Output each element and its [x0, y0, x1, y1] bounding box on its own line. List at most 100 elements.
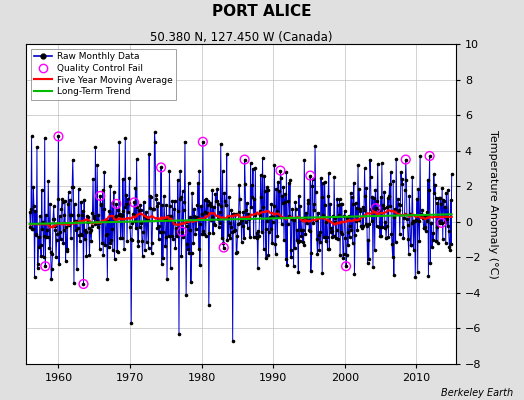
Point: [64, 188, 73, 195]
Point: [80, 197, 88, 204]
Point: [169, 236, 177, 242]
Point: [103, 276, 112, 282]
Point: [281, 256, 290, 262]
Point: [287, 254, 296, 260]
Point: [190, 206, 198, 213]
Point: [280, 199, 289, 206]
Point: [421, 224, 430, 231]
Point: [224, 232, 233, 238]
Point: [434, 195, 443, 201]
Point: [31, 208, 39, 214]
Point: [293, 226, 301, 233]
Point: [133, 156, 141, 162]
Point: [92, 220, 100, 226]
Point: [108, 200, 116, 206]
Point: [306, 172, 314, 179]
Point: [63, 248, 72, 254]
Point: [266, 215, 274, 222]
Point: [204, 202, 212, 208]
Point: [272, 186, 280, 192]
Point: [174, 208, 182, 214]
Point: [42, 234, 51, 241]
Point: [209, 230, 217, 237]
Point: [372, 205, 380, 212]
Point: [315, 229, 324, 236]
Point: [398, 176, 407, 182]
Point: [56, 229, 64, 235]
Point: [193, 214, 201, 221]
Point: [423, 177, 432, 183]
Point: [216, 140, 225, 147]
Point: [434, 240, 442, 246]
Point: [380, 189, 388, 195]
Point: [318, 270, 326, 276]
Point: [132, 224, 140, 231]
Point: [435, 220, 444, 226]
Point: [90, 213, 99, 220]
Point: [330, 174, 339, 180]
Point: [180, 207, 188, 213]
Point: [285, 180, 293, 186]
Point: [390, 214, 399, 220]
Point: [379, 205, 388, 211]
Point: [178, 228, 186, 235]
Point: [28, 226, 36, 232]
Point: [206, 202, 215, 209]
Point: [357, 223, 365, 229]
Point: [96, 193, 104, 199]
Point: [254, 265, 262, 271]
Point: [345, 233, 354, 240]
Point: [416, 238, 424, 244]
Point: [397, 181, 406, 188]
Point: [201, 197, 209, 204]
Point: [34, 260, 42, 267]
Point: [369, 264, 377, 270]
Point: [90, 215, 98, 222]
Point: [87, 238, 95, 244]
Point: [276, 167, 285, 174]
Point: [367, 205, 375, 212]
Point: [231, 227, 239, 233]
Point: [405, 250, 413, 257]
Point: [391, 206, 399, 212]
Point: [438, 184, 446, 191]
Point: [85, 225, 93, 231]
Point: [322, 238, 330, 244]
Point: [191, 231, 199, 237]
Point: [130, 218, 139, 224]
Point: [311, 188, 320, 195]
Point: [122, 200, 130, 207]
Point: [58, 198, 67, 205]
Point: [140, 213, 148, 220]
Point: [205, 230, 214, 236]
Point: [131, 185, 139, 191]
Point: [441, 204, 449, 210]
Point: [233, 248, 241, 255]
Point: [198, 210, 206, 217]
Point: [143, 214, 151, 221]
Point: [135, 223, 144, 230]
Point: [241, 156, 249, 163]
Point: [347, 227, 356, 233]
Point: [105, 208, 113, 214]
Point: [367, 218, 376, 224]
Point: [208, 187, 216, 194]
Point: [98, 240, 106, 246]
Point: [282, 169, 291, 175]
Point: [387, 230, 396, 237]
Point: [154, 225, 162, 232]
Point: [75, 238, 84, 245]
Point: [165, 168, 173, 174]
Point: [145, 151, 154, 158]
Point: [118, 235, 126, 242]
Point: [134, 238, 142, 244]
Point: [69, 184, 78, 190]
Point: [257, 194, 266, 200]
Point: [249, 166, 257, 172]
Point: [308, 183, 316, 189]
Point: [61, 197, 69, 204]
Point: [429, 230, 437, 236]
Point: [302, 210, 310, 216]
Point: [176, 196, 184, 202]
Point: [275, 188, 283, 194]
